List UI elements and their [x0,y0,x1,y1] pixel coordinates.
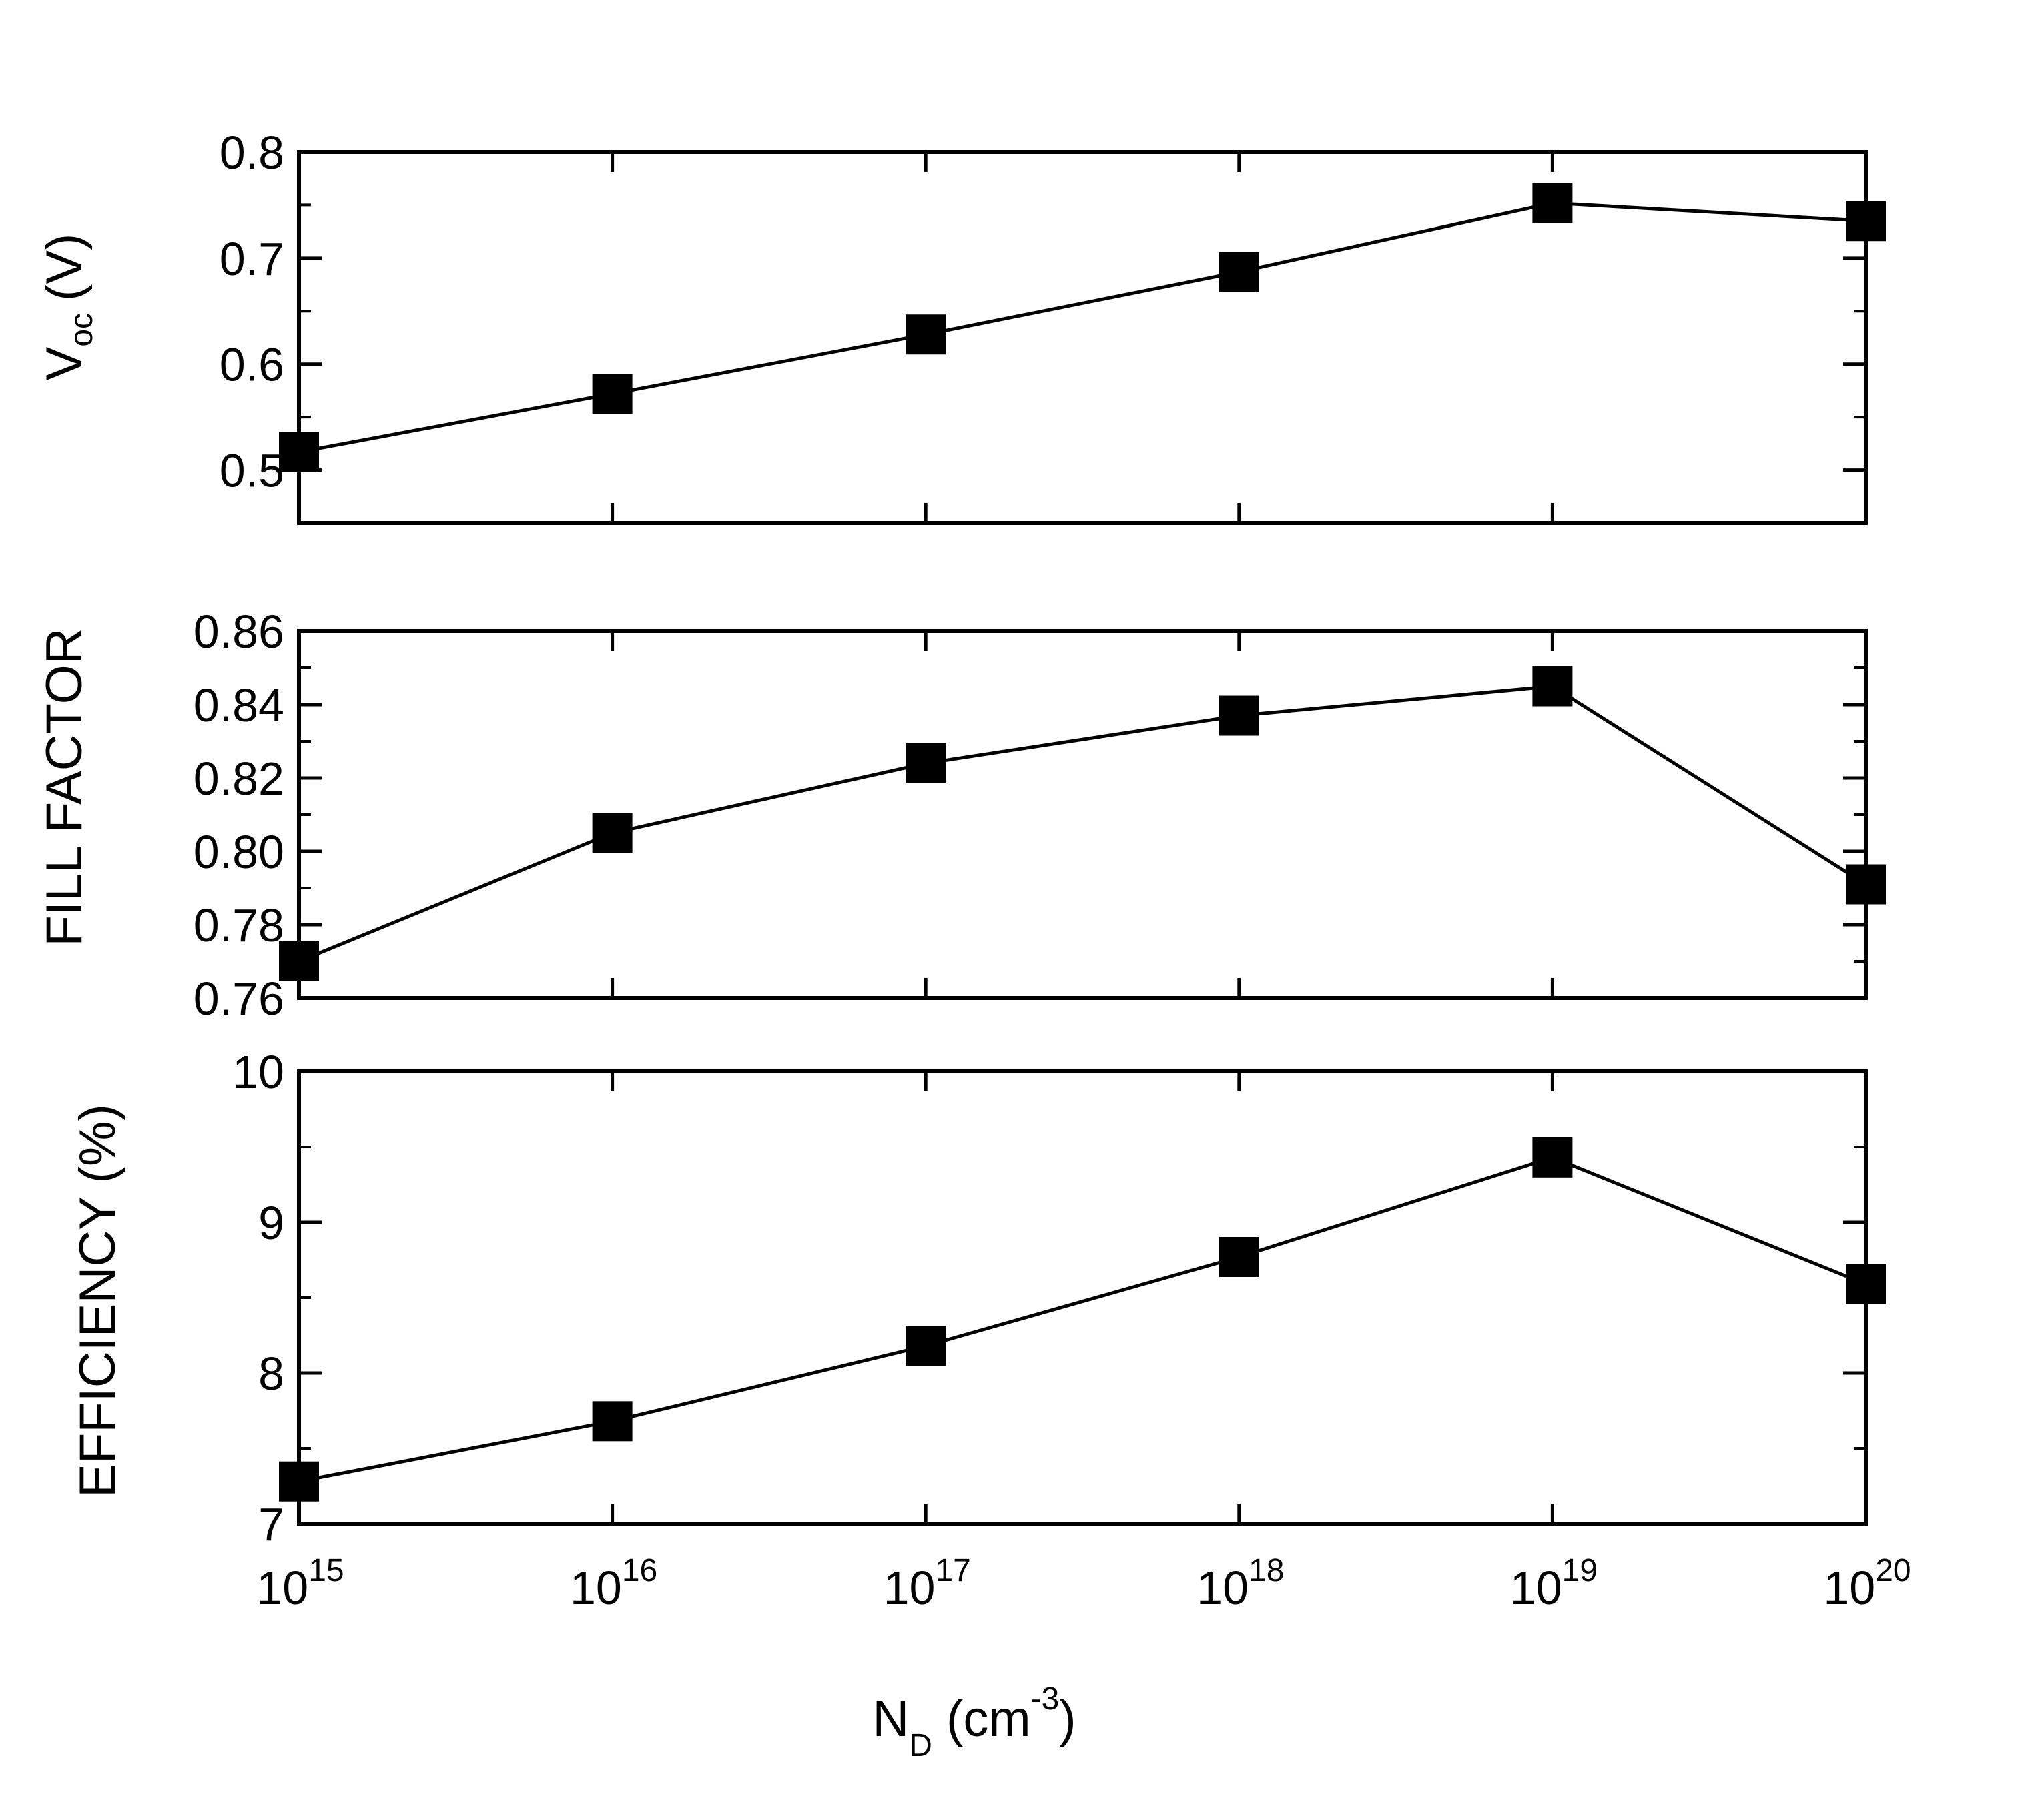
fill-factor-data-point [906,743,946,783]
x-tick-label-exponent: 20 [1875,1553,1911,1588]
x-tick-label: 1016 [570,1553,657,1614]
voc-y-tick-label: 0.8 [220,127,284,179]
x-axis-title: ND (cm-3) [872,1681,1076,1763]
voc-y-tick-label: 0.5 [220,445,284,497]
efficiency-axis-title: EFFICIENCY (%) [69,1104,126,1498]
fill-factor-data-point [1846,864,1886,905]
fill-factor-axis-title: FILL FACTOR [36,628,93,946]
x-tick-label: 1015 [256,1553,344,1614]
voc-data-point [1846,201,1886,242]
x-tick-label-exponent: 18 [1249,1553,1284,1588]
fill-factor-data-point [1219,695,1259,736]
x-axis-title-main: N [872,1691,909,1747]
efficiency-data-point [279,1461,319,1502]
voc-axis-title-sub: oc [64,313,99,347]
x-axis-title-exponent: -3 [1031,1681,1060,1717]
voc-data-point [592,374,633,414]
efficiency-y-tick-label: 8 [258,1348,284,1400]
x-axis-title-close: ) [1059,1691,1076,1747]
x-tick-label: 1017 [884,1553,971,1614]
voc-series-line [298,201,1866,454]
x-tick-label-base: 10 [1823,1562,1875,1614]
x-axis-title-sub: D [909,1728,932,1763]
x-tick-label-exponent: 15 [308,1553,344,1588]
voc-y-tick-label: 0.7 [220,233,284,285]
voc-plot-frame [297,150,1868,525]
x-tick-label-exponent: 19 [1562,1553,1598,1588]
fill-factor-y-tick-label: 0.76 [194,973,284,1025]
fill-factor-y-tick-label: 0.78 [194,899,284,951]
fill-factor-panel: 0.76 0.78 0.80 0.82 0.84 0.86 [194,606,1886,1025]
x-axis-title-unit: (cm [932,1691,1031,1747]
efficiency-series-line [298,1156,1866,1484]
fill-factor-series-line [298,684,1867,963]
fill-factor-y-tick-label: 0.82 [194,753,284,805]
efficiency-data-point [1219,1236,1259,1277]
voc-axis-title-main: V [36,346,93,380]
fill-factor-data-point [1532,666,1573,707]
x-tick-label-base: 10 [570,1562,622,1614]
fill-factor-y-tick-label: 0.86 [194,606,284,658]
x-tick-label-base: 10 [1510,1562,1562,1614]
x-tick-label-exponent: 17 [935,1553,970,1588]
x-tick-label-exponent: 16 [622,1553,657,1588]
efficiency-data-point [1532,1137,1573,1178]
efficiency-data-point [1846,1264,1886,1304]
fill-factor-data-point [592,813,633,853]
efficiency-data-point [592,1401,633,1442]
x-tick-label-base: 10 [256,1562,308,1614]
efficiency-y-tick-label: 10 [232,1046,284,1098]
efficiency-y-tick-label: 7 [258,1498,284,1550]
voc-data-point [1532,183,1573,223]
efficiency-data-point [906,1326,946,1366]
voc-data-point [279,432,319,472]
efficiency-y-tick-label: 9 [258,1197,284,1249]
fill-factor-data-point [279,941,319,981]
voc-axis-title: Voc (V) [36,234,99,381]
x-tick-label: 1018 [1197,1553,1284,1614]
voc-y-tick-label: 0.6 [220,339,284,391]
x-tick-label-base: 10 [884,1562,936,1614]
voc-panel: 0.5 0.6 0.7 0.8 [220,127,1886,525]
voc-axis-title-unit: (V) [36,234,93,301]
x-tick-label: 1019 [1510,1553,1598,1614]
x-tick-label-base: 10 [1197,1562,1249,1614]
x-tick-label: 1020 [1823,1553,1911,1614]
voc-data-point [906,314,946,355]
fill-factor-y-tick-label: 0.80 [194,826,284,878]
fill-factor-y-tick-label: 0.84 [194,679,284,731]
voc-data-point [1219,252,1259,292]
